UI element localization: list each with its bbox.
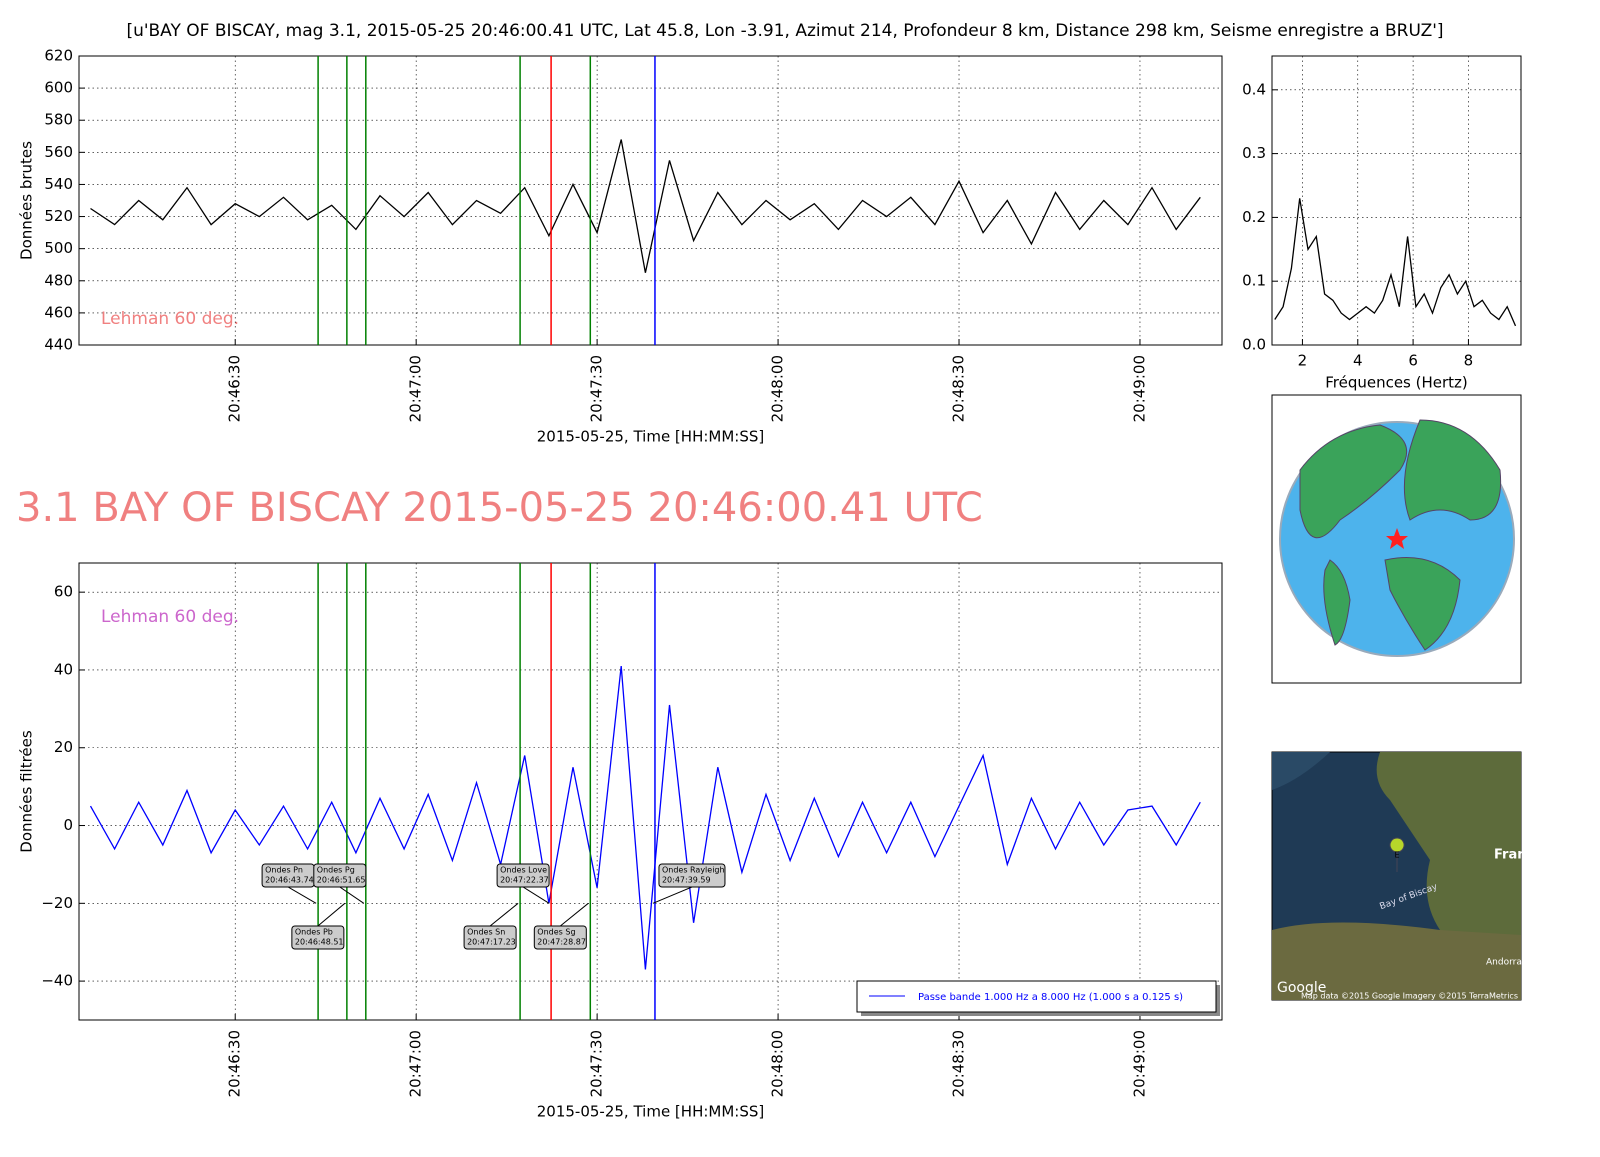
x-tick-label: 2 xyxy=(1298,352,1308,370)
x-tick-label: 20:48:30 xyxy=(950,1030,968,1097)
y-tick-label: 480 xyxy=(44,271,73,289)
x-tick-label: 20:47:00 xyxy=(407,1030,425,1097)
x-tick-label: 20:48:30 xyxy=(950,355,968,422)
x-tick-label: 6 xyxy=(1408,352,1418,370)
map-marker: E xyxy=(1394,851,1399,860)
phase-label: Ondes Sn xyxy=(467,928,505,937)
phase-time: 20:46:48.51 xyxy=(295,938,344,947)
phase-arrow xyxy=(339,886,365,904)
phase-time: 20:47:28.87 xyxy=(537,938,586,947)
y-tick-label: 0.0 xyxy=(1242,336,1266,354)
legend-label: Passe bande 1.000 Hz a 8.000 Hz (1.000 s… xyxy=(918,992,1183,1003)
map-image: E Fran Bay of Biscay Andorra Google Map … xyxy=(1271,751,1527,1001)
series-line xyxy=(90,139,1201,273)
y-tick-label: 0.4 xyxy=(1242,80,1266,98)
x-tick-label: 20:49:00 xyxy=(1130,1030,1148,1097)
y-tick-label: −20 xyxy=(41,894,73,912)
y-tick-label: 0.3 xyxy=(1242,144,1266,162)
phase-box xyxy=(496,863,550,888)
y-tick-label: 40 xyxy=(54,660,73,678)
y-tick-label: 0.2 xyxy=(1242,208,1266,226)
y-tick-label: 520 xyxy=(44,207,73,225)
globe-image xyxy=(1271,394,1522,684)
x-axis-label: 2015-05-25, Time [HH:MM:SS] xyxy=(537,1103,764,1121)
y-tick-label: 620 xyxy=(44,47,73,65)
phase-label: Ondes Pg xyxy=(317,866,355,875)
y-tick-label: 0 xyxy=(63,816,73,834)
map-town: Andorra xyxy=(1486,958,1522,968)
heading: 3.1 BAY OF BISCAY 2015-05-25 20:46:00.41… xyxy=(16,485,983,531)
x-tick-label: 8 xyxy=(1464,352,1474,370)
x-tick-label: 20:46:30 xyxy=(226,355,244,422)
annotation: Lehman 60 deg. xyxy=(101,607,239,627)
y-tick-label: 440 xyxy=(44,336,73,354)
phase-arrow xyxy=(652,886,693,904)
legend-box xyxy=(856,980,1217,1013)
x-tick-label: 20:48:00 xyxy=(769,1030,787,1097)
series-line xyxy=(89,666,1201,970)
phase-time: 20:47:17.23 xyxy=(467,938,516,947)
x-tick-label: 20:49:00 xyxy=(1130,355,1148,422)
phase-label: Ondes Love xyxy=(500,866,547,875)
y-axis-label: Données filtrées xyxy=(18,730,36,853)
series-line xyxy=(1274,198,1517,327)
map-logo: Google xyxy=(1277,980,1326,996)
x-tick-label: 20:47:30 xyxy=(588,1030,606,1097)
plot-frame xyxy=(78,55,1223,346)
x-axis-label: Fréquences (Hertz) xyxy=(1325,374,1468,392)
y-tick-label: 20 xyxy=(54,738,73,756)
x-axis-label: 2015-05-25, Time [HH:MM:SS] xyxy=(537,428,764,446)
phase-box xyxy=(533,925,587,950)
phase-label: Ondes Sg xyxy=(537,928,575,937)
phase-time: 20:47:39.59 xyxy=(662,876,711,885)
y-tick-label: 580 xyxy=(44,111,73,129)
phase-arrow xyxy=(522,886,550,904)
y-tick-label: 60 xyxy=(54,583,73,601)
y-tick-label: 500 xyxy=(44,239,73,257)
phase-time: 20:47:22.37 xyxy=(500,876,549,885)
y-tick-label: 540 xyxy=(44,175,73,193)
figure-title: [u'BAY OF BISCAY, mag 3.1, 2015-05-25 20… xyxy=(126,21,1443,41)
x-tick-label: 4 xyxy=(1353,352,1363,370)
y-tick-label: 460 xyxy=(44,303,73,321)
plot-frame xyxy=(1271,55,1522,346)
y-tick-label: 600 xyxy=(44,79,73,97)
x-tick-label: 20:46:30 xyxy=(226,1030,244,1097)
x-tick-label: 20:47:00 xyxy=(407,355,425,422)
phase-label: Ondes Pb xyxy=(295,928,333,937)
phase-box xyxy=(658,863,726,888)
phase-box xyxy=(291,925,345,950)
phase-time: 20:46:51.65 xyxy=(317,876,366,885)
y-tick-label: −40 xyxy=(41,972,73,990)
x-tick-label: 20:48:00 xyxy=(769,355,787,422)
map-country: Fran xyxy=(1494,848,1527,863)
y-tick-label: 560 xyxy=(44,143,73,161)
phase-time: 20:46:43.74 xyxy=(265,876,314,885)
map-credits: Map data ©2015 Google Imagery ©2015 Terr… xyxy=(1301,992,1518,1001)
phase-arrow xyxy=(559,902,589,927)
phase-arrow xyxy=(317,902,346,927)
plot-frame xyxy=(78,562,1223,1021)
x-tick-label: 20:47:30 xyxy=(588,355,606,422)
phase-arrow xyxy=(489,902,519,927)
phase-box xyxy=(463,925,517,950)
annotation: Lehman 60 deg. xyxy=(101,309,239,329)
phase-box xyxy=(313,863,367,888)
y-tick-label: 0.1 xyxy=(1242,272,1266,290)
phase-label: Ondes Rayleigh xyxy=(662,866,725,875)
y-axis-label: Données brutes xyxy=(18,141,36,260)
phase-arrow xyxy=(287,886,317,904)
phase-label: Ondes Pn xyxy=(265,866,303,875)
